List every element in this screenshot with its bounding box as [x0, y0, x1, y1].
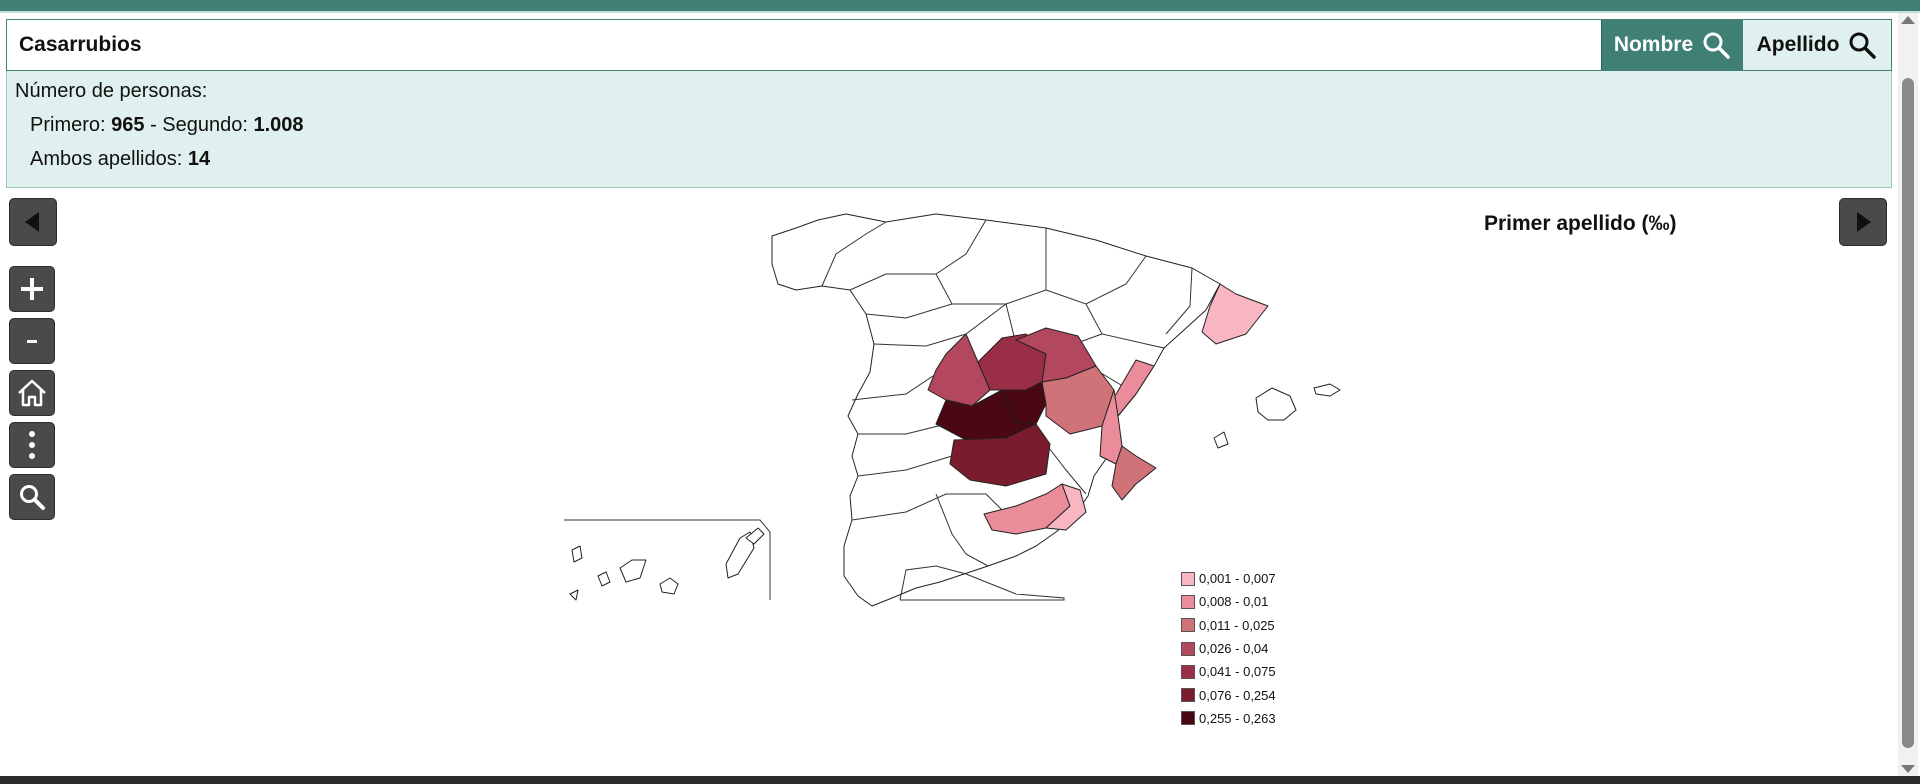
- search-icon: [1849, 32, 1877, 59]
- legend-swatch: [1181, 688, 1195, 703]
- island-canary-2: [597, 571, 611, 587]
- island-canary-4: [659, 577, 679, 595]
- legend-item: 0,076 - 0,254: [1181, 683, 1276, 706]
- legend-label: 0,011 - 0,025: [1199, 617, 1275, 633]
- plus-icon: [21, 278, 43, 300]
- island-canary-5: [725, 531, 755, 579]
- bottom-bar: [0, 776, 1920, 784]
- spain-province-map[interactable]: [6, 194, 1892, 770]
- ambos-value: 14: [187, 148, 211, 170]
- legend-item: 0,008 - 0,01: [1181, 590, 1276, 613]
- zoom-in-button[interactable]: [9, 266, 55, 312]
- vertical-scrollbar[interactable]: [1898, 13, 1918, 776]
- triangle-left-icon: [25, 212, 39, 232]
- home-icon: [18, 379, 46, 407]
- triangle-right-icon: [1857, 212, 1871, 232]
- legend-swatch: [1181, 641, 1195, 656]
- canary-inset-frame: [564, 519, 771, 600]
- nombre-label: Nombre: [1613, 33, 1694, 56]
- zoom-out-button[interactable]: [9, 318, 55, 364]
- map-search-button[interactable]: [9, 474, 55, 520]
- primero-label: Primero:: [30, 114, 106, 136]
- legend-label: 0,026 - 0,04: [1199, 641, 1269, 657]
- previous-map-button[interactable]: [9, 198, 57, 246]
- island-canary-3: [619, 559, 647, 583]
- magnifier-icon: [20, 485, 45, 510]
- legend-label: 0,001 - 0,007: [1199, 571, 1276, 587]
- legend-swatch: [1181, 594, 1195, 609]
- legend-item: 0,001 - 0,007: [1181, 567, 1276, 590]
- island-mallorca: [1255, 387, 1297, 421]
- legend-item: 0,011 - 0,025: [1181, 614, 1276, 637]
- scrollbar-thumb[interactable]: [1902, 78, 1914, 748]
- north-africa-inset: [899, 565, 1065, 601]
- both-surnames-count: Ambos apellidos: 14: [30, 148, 210, 171]
- map-area: Primer apellido (‰) 0,001 - 0,007 0,008 -…: [6, 194, 1892, 770]
- legend-label: 0,008 - 0,01: [1199, 594, 1269, 610]
- top-accent-bar: [0, 0, 1920, 13]
- province-alicante: [1111, 445, 1157, 501]
- legend-item: 0,026 - 0,04: [1181, 637, 1276, 660]
- search-icon: [1703, 32, 1730, 59]
- island-canary-6: [745, 527, 765, 545]
- segundo-label: - Segundo:: [150, 114, 248, 136]
- island-canary-7: [569, 589, 579, 601]
- legend-swatch: [1181, 711, 1195, 726]
- legend-swatch: [1181, 571, 1195, 586]
- island-menorca: [1313, 383, 1341, 397]
- legend-swatch: [1181, 618, 1195, 633]
- legend-label: 0,255 - 0,263: [1199, 710, 1276, 726]
- island-ibiza: [1213, 431, 1229, 449]
- people-count-title: Número de personas:: [15, 80, 208, 102]
- province-ciudad-real: [949, 423, 1051, 487]
- legend-label: 0,041 - 0,075: [1199, 664, 1276, 680]
- minus-icon: [27, 340, 37, 343]
- segundo-value: 1.008: [253, 114, 304, 136]
- results-info-panel: Número de personas: Primero: 965 - Segun…: [6, 71, 1892, 188]
- legend-label: 0,076 - 0,254: [1199, 687, 1276, 703]
- scroll-down-arrow-icon[interactable]: [1901, 765, 1915, 773]
- reset-view-button[interactable]: [9, 370, 55, 416]
- next-map-button[interactable]: [1839, 198, 1887, 246]
- more-options-button[interactable]: [9, 422, 55, 468]
- map-legend: 0,001 - 0,007 0,008 - 0,01 0,011 - 0,025 0,…: [1181, 567, 1276, 730]
- map-title: Primer apellido (‰): [1484, 212, 1677, 235]
- search-bar: Nombre Apellido: [6, 19, 1892, 71]
- legend-swatch: [1181, 664, 1195, 679]
- apellido-label: Apellido: [1756, 33, 1840, 56]
- first-second-counts: Primero: 965 - Segundo: 1.008: [30, 114, 304, 137]
- province-barcelona: [1201, 283, 1269, 345]
- search-by-surname-button[interactable]: Apellido: [1743, 20, 1891, 70]
- ambos-label: Ambos apellidos:: [30, 148, 183, 170]
- scroll-up-arrow-icon[interactable]: [1901, 16, 1915, 24]
- search-by-name-button[interactable]: Nombre: [1601, 20, 1743, 70]
- primero-value: 965: [111, 114, 145, 136]
- province-almeria: [1045, 483, 1087, 531]
- surname-search-input[interactable]: [7, 20, 1601, 70]
- legend-item: 0,041 - 0,075: [1181, 660, 1276, 683]
- legend-item: 0,255 - 0,263: [1181, 707, 1276, 730]
- vertical-ellipsis-icon: [29, 431, 35, 459]
- island-canary-1: [571, 545, 583, 563]
